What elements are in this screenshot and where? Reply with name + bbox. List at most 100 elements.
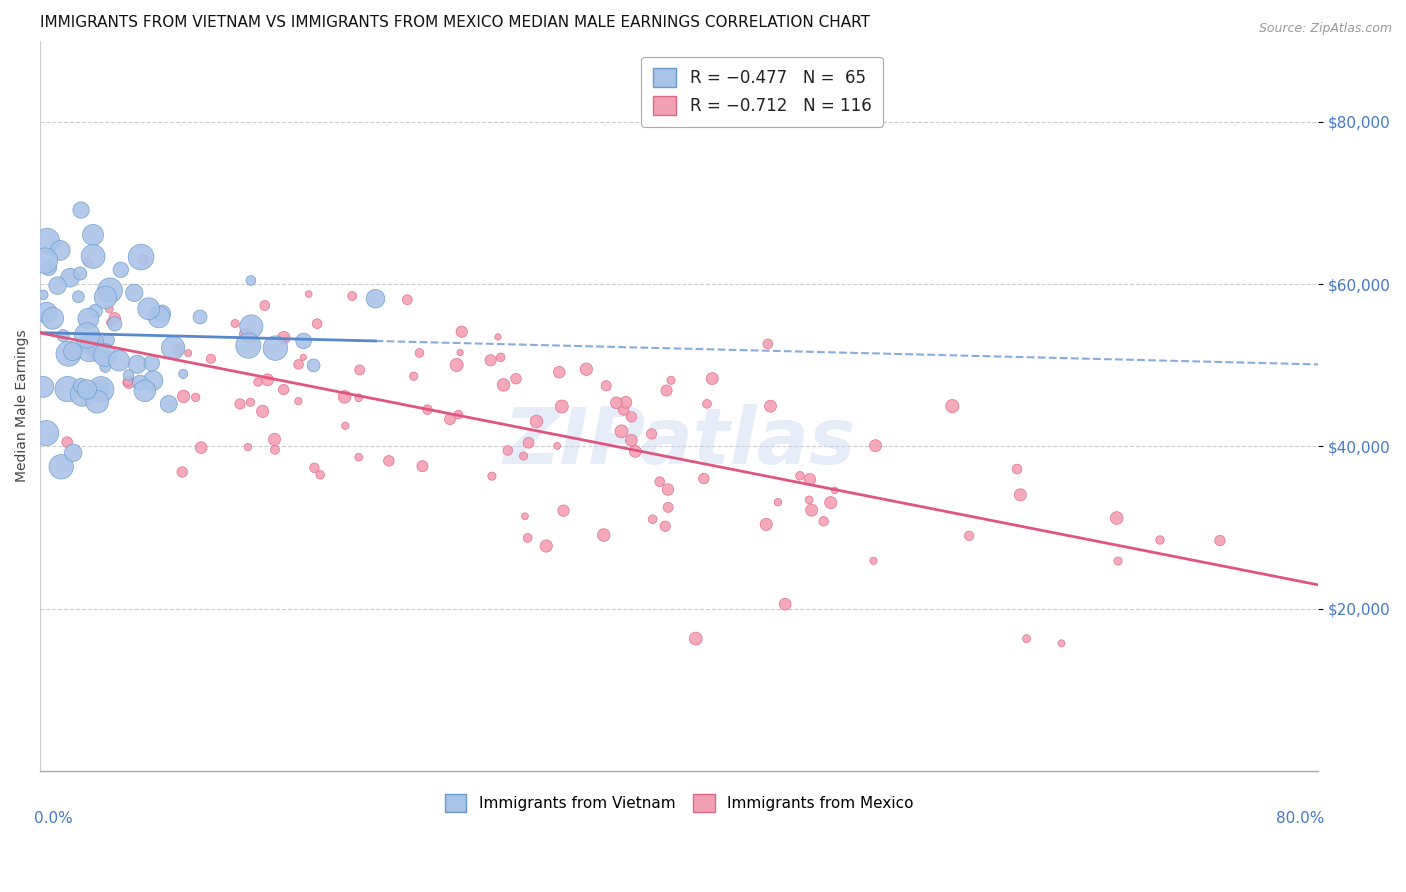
Point [1015,632,1038,646]
Point [84,304,107,318]
Point [82,227,104,242]
Point [69,267,91,281]
Point [51,459,73,474]
Point [127,357,149,371]
Point [77,255,100,269]
Point [610,425,633,439]
Point [416,402,439,417]
Point [129,250,152,264]
Point [72,387,94,401]
Point [657,483,679,497]
Point [411,459,433,474]
Point [141,356,163,370]
Point [553,504,575,518]
Point [229,397,252,411]
Point [32,380,55,394]
Point [799,472,821,486]
Y-axis label: Median Male Earnings: Median Male Earnings [15,329,30,482]
Point [80,336,103,351]
Point [298,287,321,301]
Point [35,426,58,441]
Point [378,454,401,468]
Point [449,345,471,359]
Point [263,433,285,447]
Point [238,330,260,344]
Point [98,284,121,298]
Point [797,492,820,507]
Point [1005,462,1028,476]
Point [512,449,534,463]
Point [364,292,387,306]
Point [134,384,156,398]
Point [104,317,127,331]
Point [167,343,190,357]
Point [104,311,127,326]
Point [546,439,568,453]
Point [287,358,309,372]
Point [239,395,262,409]
Point [696,397,718,411]
Point [1010,488,1032,502]
Point [813,514,835,528]
Point [595,378,617,392]
Point [56,435,79,450]
Point [236,440,259,454]
Point [148,310,170,324]
Point [1107,554,1129,568]
Point [548,365,571,379]
Point [789,468,811,483]
Point [693,472,716,486]
Point [69,378,91,392]
Point [396,293,419,307]
Point [773,597,796,611]
Point [450,325,472,339]
Point [35,234,58,248]
Point [118,376,141,390]
Point [58,347,80,361]
Point [132,252,155,267]
Point [447,408,470,422]
Point [90,383,112,397]
Point [446,358,468,372]
Point [238,339,260,353]
Point [98,301,121,316]
Point [86,394,108,409]
Point [862,554,884,568]
Point [52,328,75,343]
Point [408,346,430,360]
Point [56,382,79,396]
Point [702,371,724,385]
Point [89,345,111,359]
Point [177,346,200,360]
Point [526,414,548,428]
Point [820,496,842,510]
Point [97,333,120,347]
Point [90,381,112,395]
Point [35,306,58,320]
Point [335,418,357,433]
Point [142,374,165,388]
Point [172,367,194,381]
Point [162,341,184,355]
Point [173,389,195,403]
Point [685,632,707,646]
Point [98,316,121,330]
Point [94,348,117,362]
Point [333,390,356,404]
Point [605,396,627,410]
Point [347,450,370,465]
Point [536,539,558,553]
Point [264,341,287,355]
Point [439,412,461,426]
Point [32,288,55,302]
Point [302,359,325,373]
Point [640,426,662,441]
Point [1209,533,1232,548]
Text: IMMIGRANTS FROM VIETNAM VS IMMIGRANTS FROM MEXICO MEDIAN MALE EARNINGS CORRELATI: IMMIGRANTS FROM VIETNAM VS IMMIGRANTS FR… [41,15,870,30]
Point [309,467,332,482]
Point [188,310,211,324]
Point [755,517,778,532]
Point [307,317,329,331]
Point [614,395,637,409]
Point [59,270,82,285]
